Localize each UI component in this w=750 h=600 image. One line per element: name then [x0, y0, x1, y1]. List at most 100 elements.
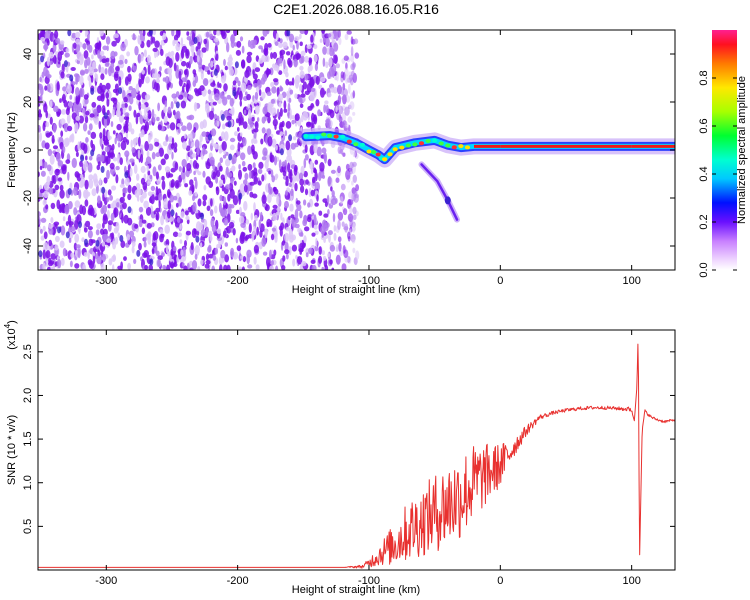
noise-dot	[86, 56, 91, 66]
noise-dot	[83, 50, 89, 59]
noise-dot	[207, 89, 212, 95]
noise-dot	[327, 209, 330, 215]
noise-dot	[140, 129, 145, 138]
spectrogram-y-ticks: -40 -20 0 20 40	[22, 48, 675, 254]
noise-dot	[167, 251, 171, 257]
noise-dot	[118, 59, 124, 65]
noise-dot	[332, 212, 336, 223]
noise-dot	[88, 178, 94, 189]
noise-dot	[140, 104, 146, 109]
noise-dot	[323, 104, 327, 113]
noise-dot	[187, 206, 192, 213]
noise-dot	[79, 87, 85, 98]
noise-dot	[97, 161, 101, 167]
noise-dot	[222, 96, 228, 106]
noise-dot	[335, 177, 340, 183]
noise-dot	[83, 227, 88, 233]
noise-dot	[293, 136, 297, 141]
noise-dot	[205, 31, 210, 38]
noise-dot	[224, 131, 229, 142]
noise-dot	[288, 182, 293, 187]
noise-dot	[53, 105, 59, 113]
noise-dot	[194, 89, 201, 97]
noise-dot	[133, 258, 137, 264]
noise-dot	[294, 36, 300, 42]
noise-dot	[329, 244, 336, 252]
noise-dot	[163, 115, 168, 124]
noise-dot	[56, 81, 60, 91]
noise-dot	[222, 230, 227, 238]
noise-dot	[314, 181, 320, 192]
x-tick-label: 100	[622, 575, 640, 587]
noise-dot	[226, 115, 232, 121]
noise-dot	[138, 30, 143, 35]
noise-dot	[309, 160, 314, 170]
noise-dot	[62, 216, 66, 222]
noise-dot	[267, 136, 273, 147]
noise-dot	[87, 250, 90, 260]
noise-dot	[264, 48, 269, 57]
noise-dot	[95, 239, 100, 247]
noise-dot	[181, 125, 187, 132]
noise-dot	[123, 96, 128, 103]
noise-dot	[131, 235, 136, 244]
noise-dot	[102, 192, 105, 202]
noise-dot	[148, 30, 153, 36]
noise-dot	[222, 177, 226, 185]
noise-dot	[134, 189, 140, 198]
noise-dot	[286, 30, 291, 37]
noise-dot	[261, 156, 267, 161]
noise-dot	[354, 52, 360, 59]
noise-dot	[43, 231, 48, 240]
noise-dot	[238, 252, 242, 262]
noise-dot	[333, 42, 339, 52]
noise-dot	[222, 123, 226, 130]
noise-dot	[71, 32, 77, 39]
noise-dot	[78, 221, 82, 228]
noise-dot	[258, 161, 264, 169]
noise-dot	[220, 131, 226, 141]
noise-dot	[163, 106, 167, 114]
noise-dot	[208, 230, 213, 237]
noise-dot	[299, 65, 304, 71]
noise-dot	[102, 134, 106, 142]
colorbar-tick-label: 0.0	[698, 262, 710, 277]
noise-dot	[122, 202, 127, 210]
noise-dot	[313, 224, 318, 230]
noise-dot	[264, 229, 269, 236]
noise-dot	[307, 202, 311, 208]
noise-dot	[52, 145, 59, 150]
noise-dot	[248, 223, 252, 233]
noise-dot	[88, 123, 93, 131]
noise-dot	[202, 200, 207, 207]
noise-dot	[191, 260, 198, 270]
noise-dot	[146, 222, 152, 229]
noise-dot	[155, 214, 159, 221]
noise-dot	[204, 103, 210, 113]
noise-dot	[185, 230, 191, 236]
noise-dot	[290, 214, 295, 219]
noise-dot	[266, 128, 272, 137]
noise-dot	[321, 30, 326, 34]
noise-dot	[57, 51, 63, 62]
noise-dot	[287, 102, 291, 113]
noise-dot	[186, 79, 191, 90]
noise-dot	[111, 185, 117, 191]
noise-dot	[90, 75, 94, 83]
noise-dot	[205, 176, 211, 185]
noise-dot	[57, 160, 64, 167]
noise-dot	[311, 232, 316, 237]
noise-dot	[322, 219, 327, 229]
noise-dot	[182, 262, 185, 267]
noise-dot	[247, 85, 252, 90]
noise-dot	[250, 212, 253, 221]
noise-dot	[96, 105, 102, 113]
noise-dot	[55, 152, 61, 162]
noise-dot	[236, 118, 239, 124]
noise-dot	[257, 117, 260, 122]
noise-dot	[68, 237, 72, 243]
noise-dot	[285, 51, 291, 56]
noise-dot	[115, 88, 119, 96]
noise-dot	[210, 128, 217, 137]
noise-dot	[101, 58, 107, 64]
